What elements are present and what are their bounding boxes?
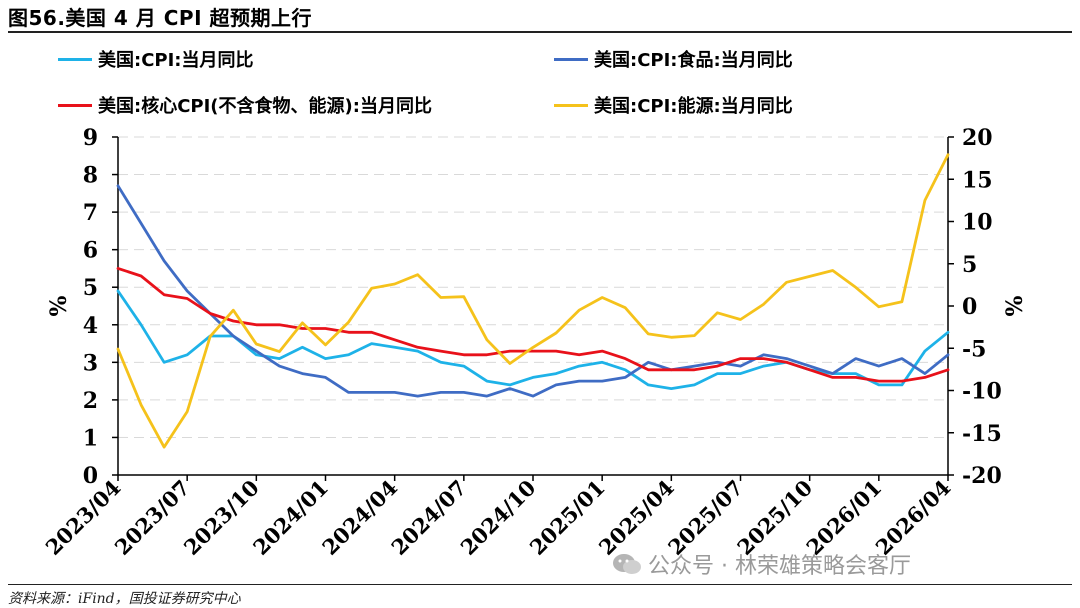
legend-item-food: 美国:CPI:食品:当月同比 [554,46,793,72]
gridlines [118,136,948,438]
left-tick-label: 7 [83,200,98,226]
watermark: 公众号 · 林荣雄策略会客厅 [612,548,911,580]
x-tick-label: 2023/10 [179,475,264,560]
legend-label-core: 美国:核心CPI(不含食物、能源):当月同比 [98,96,432,117]
x-tick-label: 2024/10 [455,475,540,560]
right-tick-label: -5 [962,336,986,362]
left-axis-title: % [46,295,72,316]
watermark-text: 公众号 · 林荣雄策略会客厅 [648,554,911,579]
right-tick-label: 15 [962,167,993,193]
right-tick-label: 0 [962,294,977,320]
series-lines [116,153,950,449]
right-tick-label: -15 [962,421,1002,447]
right-tick-label: 20 [962,125,993,151]
right-tick-label: -20 [962,463,1002,489]
left-tick-label: 5 [83,275,98,301]
line-chart: 0123456789-20-15-10-5051015202023/042023… [40,125,1028,560]
right-tick-label: 5 [962,252,977,278]
left-tick-label: 8 [83,163,98,189]
legend-swatch-food [554,57,588,61]
left-tick-label: 1 [83,425,98,451]
left-tick-label: 2 [83,388,98,414]
right-tick-label: -10 [962,379,1002,405]
left-tick-label: 4 [83,313,98,339]
series-line-core [116,266,950,383]
legend-swatch-energy [554,103,588,107]
source-note: 资料来源：iFind，国投证券研究中心 [8,591,241,607]
bottom-rule [8,584,1072,585]
legend-item-cpi: 美国:CPI:当月同比 [58,46,254,72]
legend-label-cpi: 美国:CPI:当月同比 [98,50,254,71]
legend-label-energy: 美国:CPI:能源:当月同比 [594,96,793,117]
left-tick-label: 0 [83,463,98,489]
series-line-energy [116,153,950,449]
axis-labels: 0123456789-20-15-10-5051015202023/042023… [40,125,1028,560]
x-tick-label: 2025/01 [525,475,610,560]
right-tick-label: 10 [962,210,993,236]
figure-title: 图56.美国 4 月 CPI 超预期上行 [8,6,312,30]
x-tick-label: 2024/01 [248,475,333,560]
series-line-food [116,184,950,398]
wechat-icon [613,554,641,574]
left-tick-label: 6 [83,238,98,264]
top-rule [8,31,1072,33]
left-tick-label: 3 [83,350,98,376]
axes [112,136,954,481]
x-tick-label: 2024/04 [317,475,402,560]
legend-item-energy: 美国:CPI:能源:当月同比 [554,92,793,118]
legend-item-core: 美国:核心CPI(不含食物、能源):当月同比 [58,92,432,118]
x-tick-label: 2024/07 [386,475,471,560]
legend-swatch-cpi [58,57,92,61]
legend-swatch-core [58,103,92,107]
left-tick-label: 9 [83,125,98,151]
x-tick-label: 2023/07 [110,475,195,560]
legend-label-food: 美国:CPI:食品:当月同比 [594,50,793,71]
right-axis-title: % [1002,295,1028,316]
